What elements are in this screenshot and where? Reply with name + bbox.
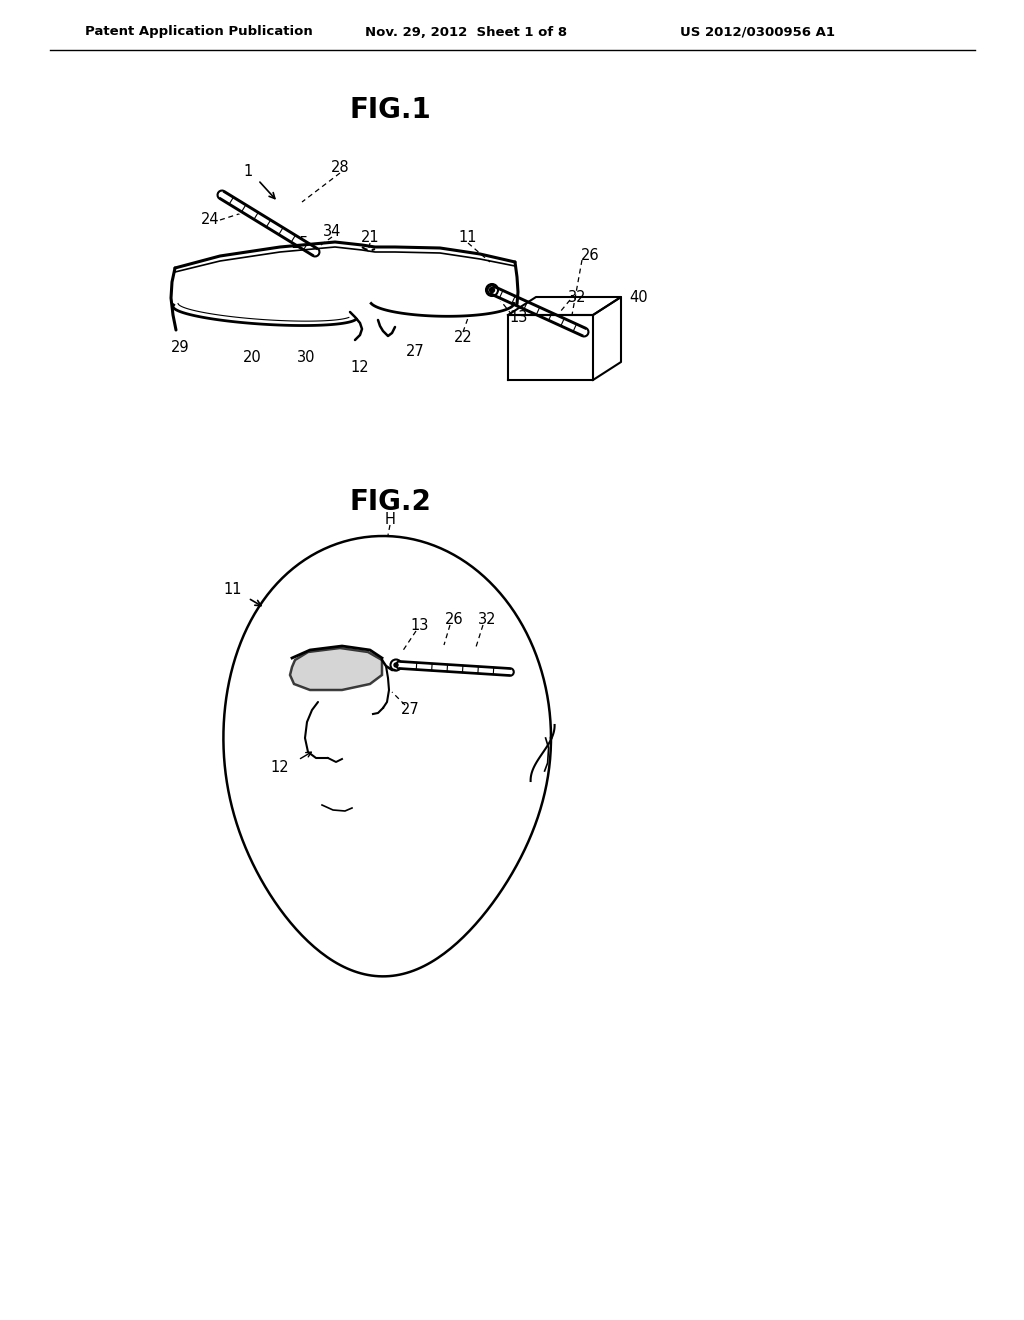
Text: 13: 13 (510, 310, 528, 326)
Text: 32: 32 (567, 290, 587, 305)
Text: Patent Application Publication: Patent Application Publication (85, 25, 312, 38)
Text: 15: 15 (291, 235, 309, 251)
Text: 26: 26 (581, 248, 599, 263)
Text: 13: 13 (411, 619, 429, 634)
Text: 12: 12 (350, 360, 370, 375)
Text: 29: 29 (171, 339, 189, 355)
Text: FIG.1: FIG.1 (349, 96, 431, 124)
Text: Nov. 29, 2012  Sheet 1 of 8: Nov. 29, 2012 Sheet 1 of 8 (365, 25, 567, 38)
Text: 24: 24 (201, 213, 219, 227)
Text: 22: 22 (454, 330, 472, 345)
Text: 30: 30 (297, 350, 315, 364)
Text: 32: 32 (478, 612, 497, 627)
Text: US 2012/0300956 A1: US 2012/0300956 A1 (680, 25, 835, 38)
Text: 40: 40 (630, 289, 648, 305)
Text: 20: 20 (243, 350, 261, 364)
Text: FIG.2: FIG.2 (349, 488, 431, 516)
Text: 11: 11 (459, 231, 477, 246)
Text: 26: 26 (444, 612, 463, 627)
Text: 12: 12 (270, 760, 290, 776)
Text: 28: 28 (331, 161, 349, 176)
Text: 27: 27 (406, 345, 424, 359)
Circle shape (489, 288, 495, 293)
Circle shape (394, 663, 398, 667)
Text: 27: 27 (400, 702, 420, 718)
Text: 11: 11 (224, 582, 243, 598)
Text: 1: 1 (244, 165, 253, 180)
Polygon shape (290, 648, 382, 690)
Text: 21: 21 (360, 231, 379, 246)
Text: 34: 34 (323, 224, 341, 239)
Text: H: H (385, 512, 395, 528)
